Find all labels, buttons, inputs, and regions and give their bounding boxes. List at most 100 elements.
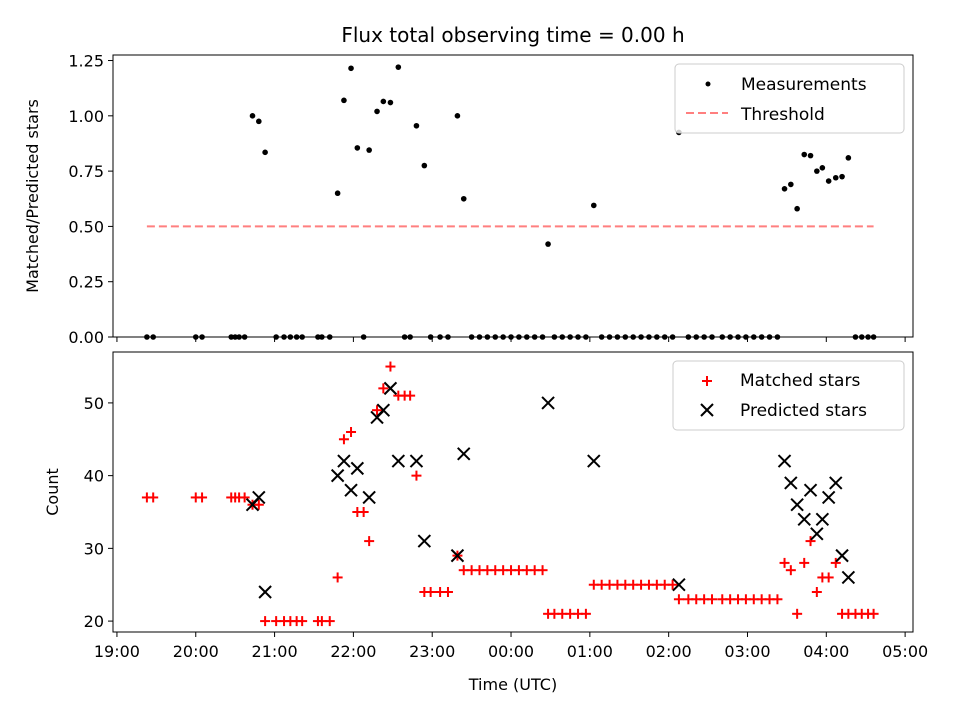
predicted-star-point — [409, 454, 424, 468]
predicted-star-point — [790, 498, 804, 512]
matched-star-point — [811, 587, 822, 597]
x-tick-label: 03:00 — [724, 642, 770, 661]
bottom-x-axis: 19:00 20:00 21:00 22:00 23:00 00:00 01:00 02:00… — [94, 632, 928, 661]
measurement-point — [380, 98, 387, 105]
predicted-star-point — [362, 490, 376, 505]
matched-star-point — [537, 565, 548, 576]
x-tick-label: 22:00 — [330, 642, 376, 661]
matched-star-point — [779, 557, 790, 568]
predicted-star-point — [258, 585, 272, 599]
matched-star-point — [372, 405, 383, 416]
legend-marker-predicted-stars — [700, 403, 714, 417]
predicted-star-point — [337, 454, 351, 468]
matched-star-point — [297, 616, 308, 627]
matched-star-point — [707, 594, 718, 605]
measurement-point — [590, 202, 597, 209]
measurement-point — [545, 241, 551, 247]
matched-star-point — [253, 499, 264, 510]
matched-star-point — [673, 594, 684, 605]
matched-star-point — [385, 361, 396, 372]
measurement-point — [249, 113, 256, 119]
x-tick-label: 04:00 — [803, 642, 849, 661]
predicted-star-point — [252, 490, 266, 505]
measurement-point — [781, 186, 788, 192]
matched-star-point — [805, 536, 816, 547]
matched-star-point — [239, 492, 250, 503]
matched-star-point — [405, 390, 416, 401]
predicted-star-point — [450, 548, 465, 563]
measurement-point — [413, 122, 420, 129]
bottom-y-axis: 20 30 40 50 — [84, 394, 113, 631]
measurement-point — [341, 97, 347, 104]
predicted-star-point — [391, 454, 406, 468]
top-y-tick-label: 0.75 — [68, 162, 104, 181]
top-x-ticks — [116, 337, 906, 342]
bottom-legend-box — [672, 360, 905, 431]
measurement-point — [387, 99, 394, 106]
measurement-point — [839, 173, 845, 180]
predicted-star-point — [383, 381, 398, 396]
matched-star-point — [868, 608, 879, 619]
matched-star-point — [799, 557, 810, 568]
top-y-tick-label: 0.25 — [68, 273, 104, 292]
predicted-star-point — [777, 454, 792, 468]
matched-star-point — [358, 507, 369, 517]
predicted-star-point — [803, 483, 818, 497]
predicted-star-point — [350, 461, 365, 476]
matched-star-point — [148, 492, 159, 503]
matched-star-point — [338, 434, 349, 445]
measurement-point — [421, 162, 428, 169]
measurement-point — [366, 147, 372, 153]
x-tick-label: 05:00 — [882, 642, 928, 661]
predicted-star-point — [457, 447, 471, 461]
measurement-point — [788, 181, 794, 188]
figure-title: Flux total observing time = 0.00 h — [341, 23, 684, 47]
matched-star-point — [197, 492, 208, 503]
bottom-axes-frame — [112, 351, 914, 633]
top-y-tick-label: 1.25 — [68, 52, 104, 71]
predicted-star-point — [587, 454, 601, 468]
x-tick-label: 00:00 — [488, 642, 534, 661]
matched-star-point — [425, 587, 436, 597]
x-tick-label: 01:00 — [567, 642, 613, 661]
matched-star-point — [667, 579, 678, 590]
x-tick-label: 20:00 — [173, 642, 219, 661]
measurement-point — [794, 205, 800, 212]
matched-star-point — [823, 572, 834, 583]
measurement-point — [374, 108, 380, 115]
top-axes-frame — [112, 54, 914, 338]
predicted-star-point — [841, 570, 856, 585]
predicted-star-point — [376, 403, 391, 417]
measurement-point — [814, 168, 820, 174]
measurement-point — [832, 174, 839, 181]
predicted-star-point — [784, 476, 798, 490]
predicted-star-point — [829, 476, 843, 490]
legend-label-predicted-stars: Predicted stars — [740, 401, 867, 421]
measurement-point — [348, 65, 354, 72]
measurement-point — [460, 195, 467, 202]
x-tick-label: 02:00 — [646, 642, 692, 661]
predicted-star-point — [344, 483, 358, 497]
predicted-star-point — [541, 396, 555, 410]
top-panel: 0.00 0.25 0.50 0.75 1.00 1.25 Matched/Predict… — [23, 52, 914, 347]
measurement-point — [845, 155, 852, 161]
x-tick-label: 23:00 — [409, 642, 455, 661]
predicted-star-point — [835, 548, 849, 563]
matched-star-point — [324, 616, 335, 627]
bottom-y-axis-label: Count — [43, 468, 62, 516]
x-tick-label: 21:00 — [252, 642, 298, 661]
top-legend: Measurements Threshold — [674, 63, 905, 134]
measurement-point — [334, 190, 341, 197]
legend-label-measurements: Measurements — [741, 75, 867, 95]
measurement-point — [256, 118, 262, 125]
bottom-y-tick-label: 50 — [84, 394, 104, 413]
predicted-star-point — [821, 490, 836, 505]
matched-star-point — [580, 608, 591, 619]
legend-marker-matched-stars — [702, 376, 712, 386]
matched-star-point — [772, 594, 783, 605]
predicted-star-point — [815, 512, 830, 526]
measurement-point — [454, 113, 461, 119]
matched-star-point — [785, 565, 796, 576]
predicted-star-point — [810, 527, 824, 541]
